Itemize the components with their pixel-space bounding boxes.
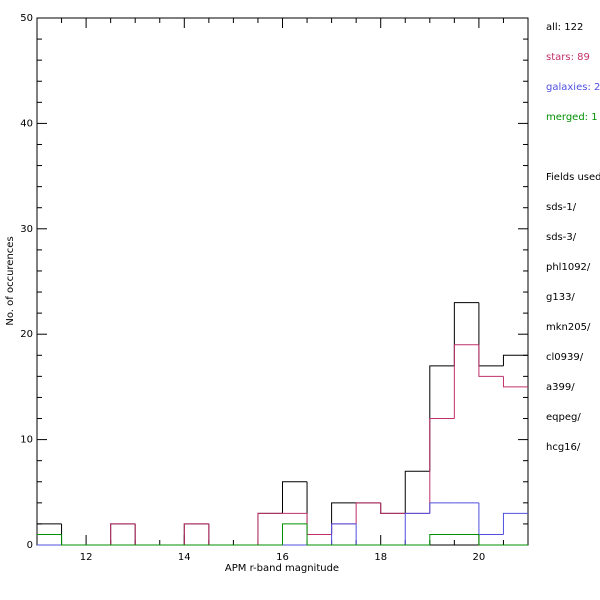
legend-entry: all: 122 — [546, 22, 583, 33]
field-name: sds-3/ — [546, 232, 577, 243]
y-tick-label: 20 — [20, 329, 33, 340]
histogram-step — [306, 523, 332, 546]
field-name: mkn205/ — [546, 322, 591, 333]
histogram-step — [478, 534, 504, 546]
histogram-step — [502, 354, 528, 366]
field-name: g133/ — [546, 292, 575, 303]
x-tick-label: 14 — [178, 552, 191, 563]
x-axis-label: APM r-band magnitude — [225, 563, 339, 574]
x-tick-label: 12 — [80, 552, 93, 563]
histogram-step — [331, 523, 357, 545]
histogram-step — [282, 523, 308, 545]
legend-entry: stars: 89 — [546, 52, 590, 63]
histogram-step — [110, 523, 136, 545]
field-name: a399/ — [546, 382, 575, 393]
x-tick-label: 18 — [374, 552, 387, 563]
histogram-step — [61, 534, 87, 546]
field-name: hcg16/ — [546, 442, 581, 453]
histogram-step — [282, 481, 308, 514]
fields-title: Fields used — [546, 172, 600, 183]
field-name: phl1092/ — [546, 262, 591, 273]
legend-entry: merged: 1 — [546, 112, 598, 123]
histogram-step — [478, 344, 504, 377]
histogram-step — [404, 512, 430, 545]
y-tick-label: 50 — [20, 13, 33, 24]
histogram-step — [404, 470, 430, 514]
field-name: eqpeg/ — [546, 412, 581, 423]
y-axis-label: No. of occurences — [5, 236, 16, 325]
histogram-step — [429, 533, 455, 545]
histogram-step — [502, 376, 528, 388]
histogram-step — [453, 344, 479, 419]
histogram-step — [355, 502, 381, 524]
histogram-step — [429, 502, 455, 514]
histogram-step — [380, 502, 406, 514]
legend-entry: galaxies: 2 — [546, 82, 600, 93]
y-tick-label: 30 — [20, 224, 33, 235]
field-name: cl0939/ — [546, 352, 584, 363]
histogram-step — [502, 512, 528, 535]
y-tick-label: 0 — [27, 540, 33, 551]
x-tick-label: 16 — [276, 552, 289, 563]
y-tick-label: 10 — [20, 435, 33, 446]
histogram-step — [429, 418, 455, 514]
x-tick-label: 20 — [473, 552, 486, 563]
histogram-step — [183, 523, 209, 545]
y-tick-label: 40 — [20, 118, 33, 129]
field-name: sds-1/ — [546, 202, 577, 213]
histogram-step — [257, 512, 283, 545]
